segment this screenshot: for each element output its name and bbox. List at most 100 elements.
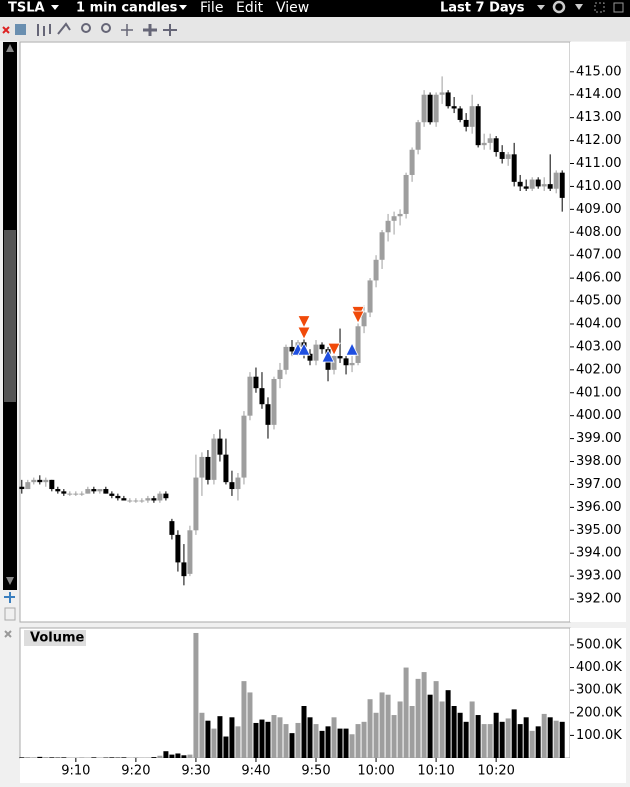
- candle-body: [524, 186, 529, 188]
- candle-body: [55, 489, 60, 491]
- volume-bar: [259, 720, 264, 758]
- volume-bar: [416, 679, 421, 758]
- lock-icon[interactable]: [5, 608, 15, 620]
- candle-body: [314, 345, 319, 361]
- candle-body: [115, 496, 120, 498]
- volume-bar: [374, 713, 379, 758]
- candle-body: [259, 388, 264, 404]
- candle-body: [163, 494, 168, 499]
- volume-bar: [296, 723, 301, 758]
- candle-body: [67, 494, 72, 495]
- y-tick-label: 400.0K: [576, 660, 622, 675]
- candle-body: [265, 404, 270, 425]
- y-tick-label: 408.00: [576, 225, 622, 240]
- volume-bar: [458, 713, 463, 758]
- interval[interactable]: 1 min candles: [76, 1, 178, 16]
- x-tick-label: 9:20: [121, 764, 150, 779]
- volume-bar: [476, 715, 481, 758]
- close-volume-icon[interactable]: [5, 631, 11, 637]
- volume-bar: [302, 706, 307, 758]
- menu-file[interactable]: File: [200, 0, 223, 16]
- x-tick-label: 9:30: [181, 764, 210, 779]
- candle-body: [368, 280, 373, 312]
- scrollbar-thumb[interactable]: [4, 230, 16, 402]
- candle-body: [103, 489, 108, 494]
- candle-body: [374, 260, 379, 281]
- candle-body: [43, 480, 48, 482]
- y-tick-label: 411.00: [576, 156, 622, 171]
- x-tick-label: 10:00: [357, 764, 394, 779]
- y-tick-label: 413.00: [576, 110, 622, 125]
- candle-body: [127, 500, 132, 501]
- candle-body: [253, 377, 258, 388]
- volume-bar: [265, 722, 270, 758]
- candle-body: [398, 214, 403, 216]
- symbol[interactable]: TSLA: [8, 1, 45, 16]
- candle-body: [31, 480, 36, 482]
- candle-body: [344, 358, 349, 365]
- candle-body: [428, 95, 433, 123]
- y-tick-label: 395.00: [576, 523, 622, 538]
- y-tick-label: 406.00: [576, 271, 622, 286]
- volume-bar: [193, 633, 198, 758]
- volume-bar: [506, 718, 511, 758]
- volume-bar: [199, 713, 204, 758]
- x-tick-label: 9:40: [241, 764, 270, 779]
- candle-body: [289, 347, 294, 352]
- volume-bar: [344, 729, 349, 758]
- volume-bar: [37, 757, 42, 758]
- y-tick-label: 392.00: [576, 592, 622, 607]
- candle-body: [25, 482, 30, 489]
- volume-bar: [217, 716, 222, 758]
- y-tick-label: 500.0K: [576, 637, 622, 652]
- candle-body: [536, 180, 541, 187]
- candle-body: [512, 154, 517, 182]
- y-tick-label: 409.00: [576, 202, 622, 217]
- volume-bar: [205, 721, 210, 758]
- volume-bar: [554, 721, 559, 758]
- volume-bar: [530, 731, 535, 758]
- volume-bar: [211, 729, 216, 758]
- volume-bar: [49, 757, 54, 758]
- volume-bar: [380, 692, 385, 758]
- volume-bar: [241, 681, 246, 758]
- volume-bar: [338, 729, 343, 758]
- candle-body: [482, 143, 487, 145]
- candle-body: [271, 379, 276, 425]
- candle-body: [181, 562, 186, 576]
- volume-bar: [326, 726, 331, 758]
- x-tick-label: 10:20: [477, 764, 514, 779]
- candle-body: [121, 498, 126, 500]
- volume-bar: [404, 668, 409, 758]
- candle-body: [404, 175, 409, 214]
- candle-body: [338, 356, 343, 358]
- range[interactable]: Last 7 Days: [440, 1, 525, 16]
- x-tick-label: 9:50: [301, 764, 330, 779]
- y-tick-label: 397.00: [576, 477, 622, 492]
- candle-body: [79, 494, 84, 495]
- text-tool-icon[interactable]: [15, 24, 26, 35]
- volume-bar: [482, 724, 487, 758]
- y-tick-label: 200.0K: [576, 705, 622, 720]
- candle-body: [458, 108, 463, 119]
- y-tick-label: 405.00: [576, 294, 622, 309]
- volume-bar: [187, 755, 192, 758]
- y-tick-label: 402.00: [576, 362, 622, 377]
- volume-bar: [314, 724, 319, 758]
- candle-body: [446, 92, 451, 106]
- candle-body: [133, 500, 138, 501]
- volume-bar: [61, 757, 66, 758]
- y-tick-label: 398.00: [576, 454, 622, 469]
- dock-icon[interactable]: [4, 592, 15, 603]
- volume-bar: [410, 706, 415, 758]
- volume-bar: [332, 717, 337, 758]
- volume-bar: [151, 757, 156, 758]
- volume-bar: [25, 757, 30, 758]
- menu-view[interactable]: View: [276, 0, 309, 16]
- candle-body: [422, 95, 427, 123]
- menu-edit[interactable]: Edit: [236, 0, 264, 16]
- volume-bar: [362, 722, 367, 758]
- candle-body: [139, 500, 144, 501]
- candle-body: [217, 439, 222, 455]
- volume-bar: [452, 706, 457, 758]
